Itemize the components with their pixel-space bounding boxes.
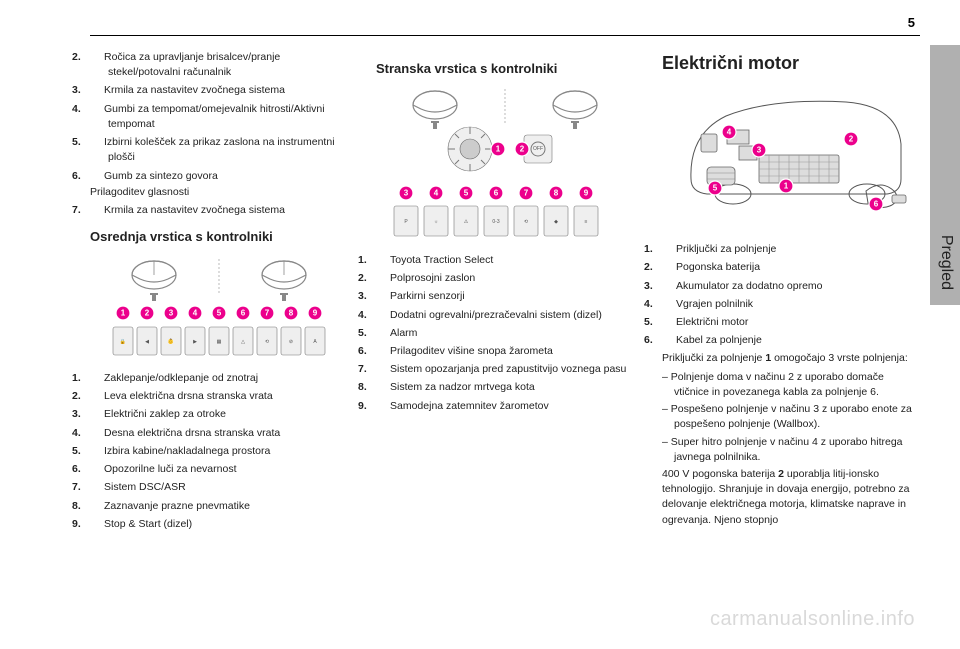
svg-text:7: 7 (524, 188, 529, 197)
list-item: 3.Parkirni senzorji (376, 289, 634, 304)
column-2: Stranska vrstica s kontrolniki (376, 50, 634, 535)
svg-text:◀: ◀ (145, 339, 149, 345)
page-number: 5 (908, 15, 915, 30)
list-item: 4.Vgrajen polnilnik (662, 297, 920, 312)
col1-heading: Osrednja vrstica s kontrolniki (90, 228, 348, 247)
svg-text:1: 1 (496, 144, 501, 153)
svg-text:1: 1 (121, 309, 126, 318)
list-item: 2.Pogonska baterija (662, 260, 920, 275)
svg-text:9: 9 (313, 309, 318, 318)
manual-page: 5 Pregled carmanualsonline.info 2.Ročica… (0, 0, 960, 649)
list-item: 7.Sistem opozarjanja pred zapustitvijo v… (376, 362, 634, 377)
col1-lower-list: 1.Zaklepanje/odklepanje od znotraj 2.Lev… (90, 371, 348, 532)
list-item: 5.Izbirni kolešček za prikaz zaslona na … (90, 135, 348, 165)
svg-text:▦: ▦ (217, 339, 222, 345)
list-item: – Polnjenje doma v načinu 2 z uporabo do… (662, 370, 920, 400)
list-item: 6.Opozorilne luči za nevarnost (90, 462, 348, 477)
watermark: carmanualsonline.info (710, 608, 915, 631)
svg-text:☼: ☼ (434, 219, 439, 225)
list-item: 6.Gumb za sintezo govora (90, 169, 348, 184)
list-item: 7.Sistem DSC/ASR (90, 480, 348, 495)
svg-text:△: △ (241, 339, 245, 345)
svg-text:9: 9 (584, 188, 589, 197)
list-item: Prilagoditev glasnosti (90, 185, 348, 200)
svg-text:4: 4 (193, 309, 198, 318)
list-item: 9.Stop & Start (dizel) (90, 517, 348, 532)
svg-text:6: 6 (874, 200, 879, 209)
side-label: Pregled (937, 235, 955, 290)
svg-text:🔒: 🔒 (120, 338, 126, 345)
list-item: 5.Alarm (376, 326, 634, 341)
svg-text:5: 5 (713, 184, 718, 193)
column-3: Električni motor (662, 50, 920, 535)
svg-text:≡: ≡ (585, 219, 588, 225)
list-item: 6.Kabel za polnjenje (662, 333, 920, 348)
col3-para1: Priključki za polnjenje 1 omogočajo 3 vr… (662, 351, 920, 366)
list-item: 3.Električni zaklep za otroke (90, 407, 348, 422)
svg-text:4: 4 (727, 128, 732, 137)
svg-text:5: 5 (217, 309, 222, 318)
col2-list: 1.Toyota Traction Select 2.Polprosojni z… (376, 253, 634, 414)
center-controls-diagram: 123456789 🔒◀👶▶▦△⟲⊘A (109, 253, 329, 363)
svg-text:8: 8 (289, 309, 294, 318)
top-rule (90, 35, 920, 36)
list-item: 5.Izbira kabine/nakladalnega prostora (90, 444, 348, 459)
list-item: 4.Dodatni ogrevalni/prezračevalni sistem… (376, 308, 634, 323)
col3-para2: 400 V pogonska baterija 2 uporablja liti… (662, 467, 920, 528)
svg-text:2: 2 (145, 309, 150, 318)
col2-heading: Stranska vrstica s kontrolniki (376, 60, 634, 79)
svg-text:0-3: 0-3 (492, 219, 499, 225)
svg-text:◆: ◆ (554, 219, 558, 225)
svg-text:👶: 👶 (168, 338, 174, 345)
list-item: 7.Krmila za nastavitev zvočnega sistema (90, 203, 348, 218)
svg-text:▶: ▶ (193, 339, 197, 345)
svg-text:⊘: ⊘ (289, 339, 293, 345)
list-item: 4.Desna električna drsna stranska vrata (90, 426, 348, 441)
col3-list: 1.Priključki za polnjenje 2.Pogonska bat… (662, 242, 920, 348)
electric-motor-diagram: 1 2 3 4 5 6 (671, 84, 911, 234)
svg-text:3: 3 (404, 188, 409, 197)
side-controls-diagram: OFF 12 3456789 P☼⚠0-3⟲◆≡ (390, 85, 620, 245)
svg-text:5: 5 (464, 188, 469, 197)
list-item: 8.Sistem za nadzor mrtvega kota (376, 380, 634, 395)
svg-text:1: 1 (784, 182, 789, 191)
list-item: 1.Priključki za polnjenje (662, 242, 920, 257)
list-item: 4.Gumbi za tempomat/omejevalnik hitrosti… (90, 102, 348, 132)
list-item: 2.Leva električna drsna stranska vrata (90, 389, 348, 404)
svg-text:OFF: OFF (533, 146, 543, 152)
svg-text:3: 3 (757, 146, 762, 155)
columns: 2.Ročica za upravljanje brisalcev/pranje… (90, 50, 920, 535)
svg-text:4: 4 (434, 188, 439, 197)
svg-text:⚠: ⚠ (464, 219, 469, 225)
svg-text:3: 3 (169, 309, 174, 318)
svg-text:8: 8 (554, 188, 559, 197)
svg-text:6: 6 (494, 188, 499, 197)
list-item: – Super hitro polnjenje v načinu 4 z upo… (662, 435, 920, 465)
list-item: 8.Zaznavanje prazne pnevmatike (90, 499, 348, 514)
svg-text:6: 6 (241, 309, 246, 318)
list-item: 3.Akumulator za dodatno opremo (662, 279, 920, 294)
list-item: 1.Toyota Traction Select (376, 253, 634, 268)
col3-dash-list: – Polnjenje doma v načinu 2 z uporabo do… (662, 370, 920, 465)
col1-upper-list: 2.Ročica za upravljanje brisalcev/pranje… (90, 50, 348, 218)
list-item: 9.Samodejna zatemnitev žarometov (376, 399, 634, 414)
svg-text:7: 7 (265, 309, 270, 318)
list-item: 6.Prilagoditev višine snopa žarometa (376, 344, 634, 359)
svg-text:2: 2 (849, 135, 854, 144)
list-item: 5.Električni motor (662, 315, 920, 330)
list-item: 2.Ročica za upravljanje brisalcev/pranje… (90, 50, 348, 80)
col3-heading: Električni motor (662, 50, 920, 76)
list-item: 1.Zaklepanje/odklepanje od znotraj (90, 371, 348, 386)
list-item: 3.Krmila za nastavitev zvočnega sistema (90, 83, 348, 98)
svg-text:2: 2 (520, 144, 525, 153)
list-item: 2.Polprosojni zaslon (376, 271, 634, 286)
column-1: 2.Ročica za upravljanje brisalcev/pranje… (90, 50, 348, 535)
list-item: – Pospešeno polnjenje v načinu 3 z upora… (662, 402, 920, 432)
